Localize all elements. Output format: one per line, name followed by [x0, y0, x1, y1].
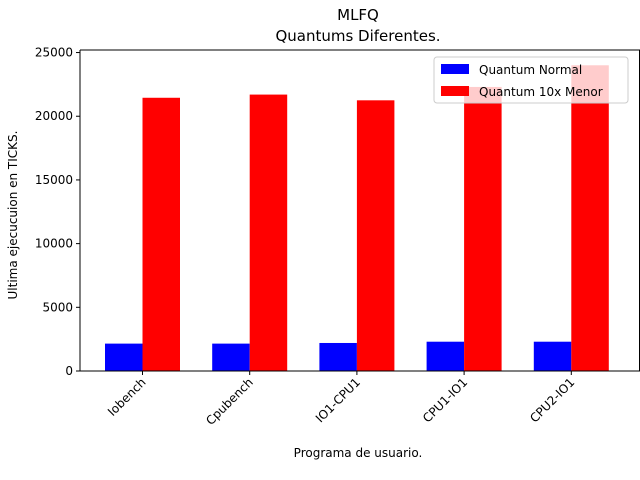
y-tick-label-25000: 25000 [35, 46, 73, 60]
bar-quantum-normal-4 [533, 341, 572, 371]
legend-swatch-quantum-normal [441, 64, 469, 74]
chart-subtitle: Quantums Diferentes. [275, 27, 440, 45]
legend: Quantum Normal Quantum 10x Menor [433, 56, 629, 104]
x-tick-label-3: CPU1-IO1 [420, 375, 470, 425]
legend-swatch-quantum-10x-menor [441, 86, 469, 96]
y-tick-label-5000: 5000 [42, 300, 73, 314]
bar-quantum-10x-menor-1 [249, 94, 288, 371]
bar-quantum-10x-menor-3 [464, 86, 502, 371]
x-tick-label-2: IO1-CPU1 [313, 375, 363, 425]
y-tick-label-20000: 20000 [35, 109, 73, 123]
x-tick-label-0: Iobench [105, 375, 149, 419]
x-tick-label-1: Cpubench [203, 375, 256, 428]
bar-quantum-normal-2 [319, 342, 357, 371]
y-axis-label: Ultima ejecucuion en TICKS. [6, 131, 20, 300]
y-tick-label-15000: 15000 [35, 173, 73, 187]
x-axis-label: Programa de usuario. [294, 446, 423, 460]
chart-title: MLFQ [337, 6, 379, 24]
y-tick-label-0: 0 [65, 364, 73, 378]
bar-quantum-10x-menor-4 [571, 65, 609, 372]
y-tick-label-10000: 10000 [35, 237, 73, 251]
legend-label-quantum-normal: Quantum Normal [479, 63, 582, 77]
bar-quantum-10x-menor-2 [356, 100, 395, 371]
x-tick-label-4: CPU2-IO1 [527, 375, 577, 425]
bar-quantum-normal-1 [212, 343, 250, 371]
bar-quantum-normal-0 [105, 343, 143, 371]
legend-label-quantum-10x-menor: Quantum 10x Menor [479, 85, 603, 99]
bar-quantum-10x-menor-0 [142, 97, 180, 372]
bar-quantum-normal-3 [426, 341, 465, 371]
legend-box [433, 56, 629, 104]
